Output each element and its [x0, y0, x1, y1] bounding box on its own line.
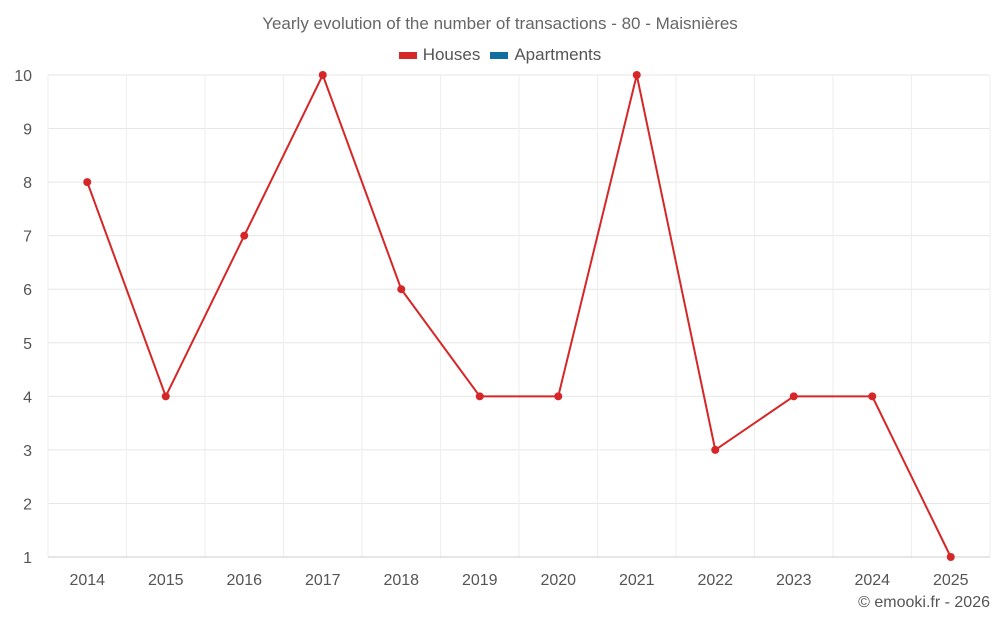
series	[83, 71, 955, 561]
y-tick-label: 7	[23, 229, 32, 246]
legend-item-houses[interactable]: Houses	[398, 45, 481, 65]
grid	[47, 74, 991, 558]
legend-label-houses: Houses	[422, 45, 481, 64]
y-tick-label: 9	[23, 122, 32, 139]
data-point	[868, 392, 877, 401]
x-tick-label: 2022	[697, 572, 733, 589]
data-point	[946, 553, 955, 561]
y-tick-label: 3	[23, 443, 32, 460]
x-tick-label: 2016	[226, 572, 262, 589]
x-tick-label: 2023	[776, 572, 812, 589]
x-tick-label: 2018	[383, 572, 419, 589]
data-point	[632, 71, 641, 79]
y-tick-label: 6	[23, 282, 32, 299]
x-tick-label: 2025	[933, 572, 969, 589]
y-tick-label: 8	[23, 175, 32, 192]
data-point	[554, 392, 563, 401]
x-tick-label: 2020	[540, 572, 576, 589]
legend-swatch-apartments	[490, 51, 509, 59]
x-tick-label: 2015	[148, 572, 184, 589]
legend-swatch-houses	[398, 51, 417, 59]
x-tick-label: 2014	[69, 572, 105, 589]
data-point	[83, 178, 92, 187]
y-tick-label: 2	[23, 496, 32, 513]
y-tick-label: 4	[23, 389, 32, 406]
legend: Houses Apartments	[0, 45, 1000, 65]
x-tick-label: 2021	[619, 572, 655, 589]
data-point	[240, 231, 249, 240]
y-tick-label: 1	[23, 550, 32, 567]
x-tick-label: 2024	[854, 572, 890, 589]
legend-label-apartments: Apartments	[514, 45, 602, 64]
axes: 1 2 3 4 5 6 7 8 9 10 2014 2015 2016 2017 2018 2019 2020 2…	[14, 68, 990, 589]
chart-title: Yearly evolution of the number of transa…	[262, 14, 738, 33]
data-point	[711, 445, 720, 454]
series-line-houses	[86, 74, 952, 558]
credits: © emooki.fr - 2026	[858, 594, 990, 611]
y-tick-label: 10	[14, 68, 32, 85]
x-tick-label: 2019	[462, 572, 498, 589]
x-tick-label: 2017	[305, 572, 341, 589]
data-point	[397, 285, 406, 294]
data-point	[789, 392, 798, 401]
legend-item-apartments[interactable]: Apartments	[490, 45, 601, 65]
data-point	[161, 392, 170, 401]
y-tick-label: 5	[23, 336, 32, 353]
data-point	[475, 392, 484, 401]
data-point	[318, 71, 327, 79]
